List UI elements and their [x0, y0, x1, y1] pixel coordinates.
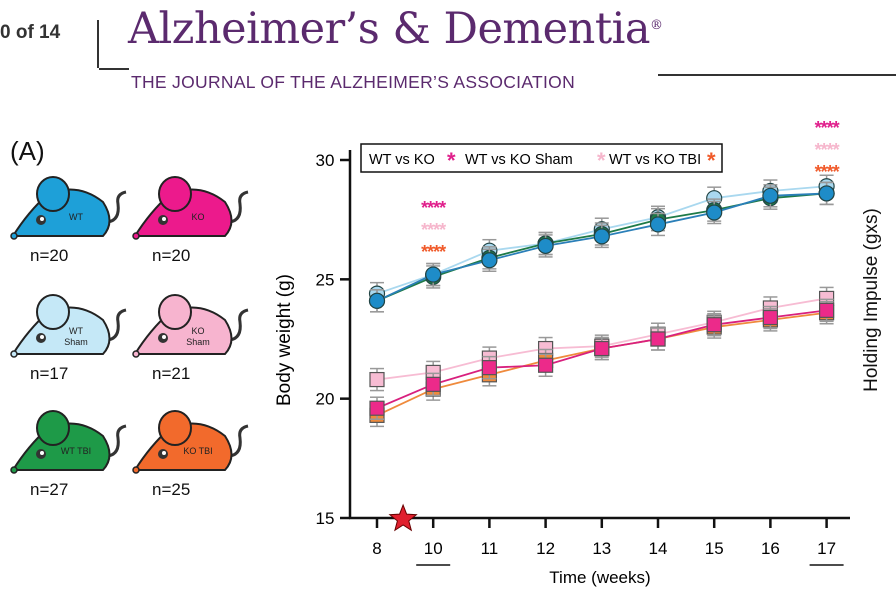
x-tick-label: 10	[424, 539, 443, 558]
legend-box	[360, 143, 723, 173]
data-point	[762, 309, 779, 326]
journal-title: Alzheimer’s & Dementia®	[128, 4, 663, 54]
data-point	[537, 237, 554, 255]
group-count: n=21	[152, 364, 191, 383]
y-tick-label: 15	[316, 509, 335, 528]
y-tick-label: 25	[316, 270, 335, 289]
x-tick-label: 17	[817, 539, 836, 558]
y-tick-label: 30	[316, 151, 335, 170]
group-label: KO TBI	[178, 446, 218, 457]
panel-label: (A)	[10, 136, 45, 166]
x-axis-label: Time (weeks)	[549, 568, 650, 587]
divider	[658, 74, 896, 76]
group-label-line2: Sham	[186, 337, 210, 347]
data-point	[537, 357, 554, 373]
significance-stars: ****	[421, 242, 446, 262]
legend-label: WT vs KO	[369, 152, 435, 168]
group-label: KO Sham	[178, 326, 218, 348]
series-ko	[369, 298, 835, 420]
group-label: WT	[56, 212, 96, 223]
data-point	[594, 340, 610, 357]
data-point	[593, 228, 610, 245]
legend-label: WT vs KO Sham	[465, 152, 573, 168]
right-axis-label: Holding Impulse (gxs)	[861, 208, 882, 392]
group-label-line1: WT	[69, 212, 83, 222]
significance-stars: ****	[815, 140, 840, 160]
journal-title-text: Alzheimer’s & Dementia	[128, 4, 651, 54]
group-label-line2: Sham	[64, 337, 88, 347]
significance-stars: ****	[815, 118, 840, 138]
group-count: n=25	[152, 480, 191, 499]
x-tick-label: 11	[481, 539, 499, 558]
y-axis-label: Body weight (g)	[274, 274, 295, 406]
data-point	[481, 252, 498, 269]
group-label-line1: KO TBI	[183, 446, 213, 456]
group-label-line1: WT TBI	[60, 446, 92, 456]
data-point	[369, 400, 385, 416]
injury-star-icon	[388, 503, 418, 532]
registered-mark: ®	[650, 18, 663, 33]
data-point	[425, 376, 441, 392]
mouse-icon	[130, 406, 255, 488]
group-label: KO	[178, 212, 218, 223]
legend-star-icon: *	[707, 148, 716, 173]
legend-label: WT vs KO TBI	[609, 152, 701, 168]
x-tick-label: 16	[761, 539, 780, 558]
data-point	[369, 371, 385, 388]
group-label-line1: WT	[69, 326, 83, 336]
x-tick-label: 13	[592, 539, 611, 558]
group-count: n=27	[30, 480, 69, 499]
data-point	[762, 187, 779, 204]
legend-star-icon: *	[447, 148, 456, 173]
journal-subtitle: THE JOURNAL OF THE ALZHEIMER’S ASSOCIATI…	[131, 72, 576, 92]
data-point	[481, 360, 497, 376]
x-tick-label: 12	[536, 539, 555, 558]
x-tick-label: 14	[649, 539, 668, 558]
group-count: n=17	[30, 364, 69, 383]
data-point	[706, 204, 723, 221]
data-point	[818, 185, 835, 202]
group-label-line1: KO	[191, 326, 205, 336]
data-point	[650, 331, 666, 347]
y-tick-label: 20	[316, 390, 335, 409]
divider	[99, 68, 129, 70]
series-wt	[368, 181, 835, 313]
x-tick-label: 8	[372, 539, 381, 558]
mouse-icon	[130, 172, 255, 254]
mouse-icon	[8, 406, 133, 488]
mouse-icon	[8, 172, 133, 254]
divider	[97, 20, 99, 68]
significance-stars: ****	[421, 220, 446, 240]
page-number: 0 of 14	[0, 22, 61, 43]
significance-stars: ****	[815, 162, 840, 182]
data-point	[425, 266, 442, 283]
group-label: WT TBI	[56, 446, 96, 457]
group-label: WT Sham	[56, 326, 96, 348]
data-point	[818, 302, 835, 318]
series-line	[376, 311, 827, 417]
x-tick-label: 15	[705, 539, 724, 558]
group-count: n=20	[152, 246, 191, 265]
data-point	[649, 216, 667, 233]
group-count: n=20	[30, 246, 69, 265]
group-label-line1: KO	[191, 212, 205, 222]
mouse-icon	[8, 290, 133, 372]
data-point	[368, 292, 386, 309]
mouse-icon	[130, 290, 255, 372]
significance-stars: ****	[421, 198, 446, 218]
legend-star-icon: *	[597, 148, 606, 173]
data-point	[706, 317, 722, 333]
